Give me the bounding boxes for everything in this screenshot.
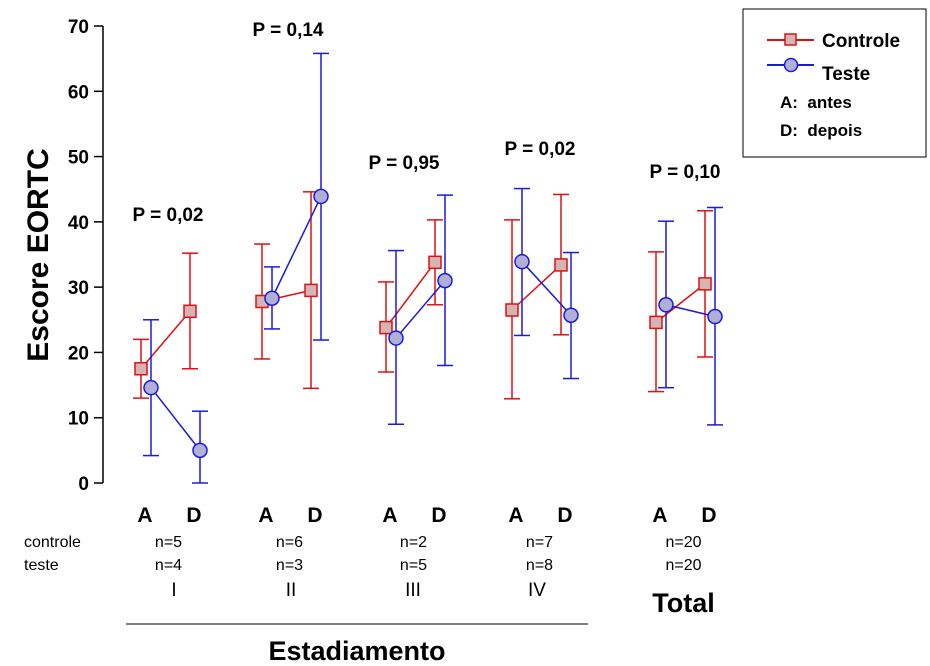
series-line — [150, 387, 201, 451]
x-tick-label: A — [508, 504, 523, 527]
n-teste: n=20 — [665, 557, 701, 574]
y-axis-title: Escore EORTC — [22, 148, 55, 361]
series-line — [511, 264, 562, 311]
n-controle: n=7 — [526, 534, 553, 551]
series-line — [521, 261, 572, 316]
n-controle: n=6 — [276, 534, 303, 551]
p-values: P = 0,02 P = 0,14 P = 0,95 P = 0,02 P = 0,10 — [133, 20, 721, 226]
p-value-label: P = 0,95 — [369, 153, 440, 174]
data-point — [183, 304, 197, 319]
y-tick-label: 50 — [68, 148, 89, 169]
series-line — [385, 261, 436, 329]
data-point — [428, 255, 442, 270]
y-tick-label: 20 — [68, 343, 89, 364]
data-point — [658, 297, 674, 313]
row-label-controle: controle — [24, 534, 81, 551]
x-tick-label: D — [307, 504, 322, 527]
n-controle: n=2 — [400, 534, 427, 551]
data-point — [707, 308, 723, 325]
legend-teste-marker — [783, 57, 799, 73]
n-teste: n=4 — [155, 557, 182, 574]
stage-label: II — [286, 580, 297, 601]
y-tick-label: 60 — [68, 82, 89, 103]
data-point — [554, 258, 568, 272]
data-point — [134, 362, 148, 376]
stage-label: I — [171, 580, 176, 601]
series-controle-group-2 — [254, 191, 319, 390]
row-label-teste: teste — [24, 557, 59, 574]
series-controle-group-3 — [378, 219, 443, 373]
series-controle-group-5 — [648, 210, 713, 393]
legend: Controle Teste A: antes D: depois — [742, 8, 927, 158]
series-line — [140, 310, 191, 370]
x-tick-label: D — [431, 504, 446, 527]
x-tick-label: D — [186, 504, 201, 527]
n-teste: n=5 — [400, 557, 427, 574]
n-controle: n=5 — [155, 534, 182, 551]
data-point — [388, 330, 404, 346]
n-teste: n=8 — [526, 557, 553, 574]
y-tick-label: 70 — [68, 17, 89, 38]
stage-label: III — [405, 580, 421, 601]
total-label: Total — [652, 588, 715, 618]
sample-sizes: n=5 n=4 In=6 n=3 II n=2 n=5 III n=7 n=8 IV n=20 n=20… — [155, 534, 715, 618]
series-teste-group-1 — [143, 319, 208, 484]
data-point — [514, 253, 530, 270]
series-line — [655, 283, 706, 323]
y-axis — [94, 25, 104, 484]
n-teste: n=3 — [276, 557, 303, 574]
plot-area — [133, 52, 723, 484]
series-controle-group-1 — [133, 252, 198, 399]
data-point — [563, 307, 579, 323]
series-teste-group-5 — [658, 206, 723, 426]
x-tick-label: A — [382, 504, 397, 527]
data-point — [649, 315, 663, 330]
series-teste-group-4 — [514, 187, 579, 380]
stage-label: IV — [528, 580, 546, 601]
x-tick-label: A — [137, 504, 152, 527]
legend-note-antes: A: antes — [780, 93, 852, 112]
data-point — [698, 277, 712, 291]
data-point — [192, 442, 208, 459]
x-axis-title: Estadiamento — [268, 636, 445, 666]
data-point — [437, 272, 453, 289]
data-point — [264, 290, 280, 306]
x-tick-label: D — [557, 504, 572, 527]
p-value-label: P = 0,02 — [505, 139, 576, 160]
series-line — [271, 196, 322, 299]
y-tick-label: 40 — [68, 213, 89, 234]
p-value-label: P = 0,02 — [133, 205, 204, 226]
series-controle-group-4 — [504, 193, 569, 400]
data-point — [304, 283, 318, 298]
p-value-label: P = 0,10 — [650, 162, 721, 183]
series-line — [665, 304, 716, 318]
data-point — [143, 379, 159, 396]
p-value-label: P = 0,14 — [253, 20, 324, 41]
data-point — [379, 320, 393, 335]
y-tick-label: 30 — [68, 278, 89, 299]
y-tick-labels: 0 10 20 30 40 50 60 70 — [68, 17, 89, 495]
series-teste-group-3 — [388, 194, 453, 425]
series-teste-group-2 — [264, 52, 329, 341]
legend-controle-marker — [784, 33, 797, 46]
series-line — [395, 280, 446, 339]
data-point — [505, 303, 519, 317]
x-tick-label: A — [652, 504, 667, 527]
x-tick-label: D — [701, 504, 716, 527]
y-tick-label: 10 — [68, 409, 89, 430]
legend-controle-label: Controle — [822, 31, 900, 52]
n-controle: n=20 — [665, 534, 701, 551]
data-point — [313, 188, 329, 205]
legend-box — [742, 8, 927, 158]
legend-teste-label: Teste — [822, 64, 870, 85]
x-tick-label: A — [258, 504, 273, 527]
legend-note-depois: D: depois — [780, 121, 862, 140]
y-tick-label: 0 — [78, 474, 89, 495]
